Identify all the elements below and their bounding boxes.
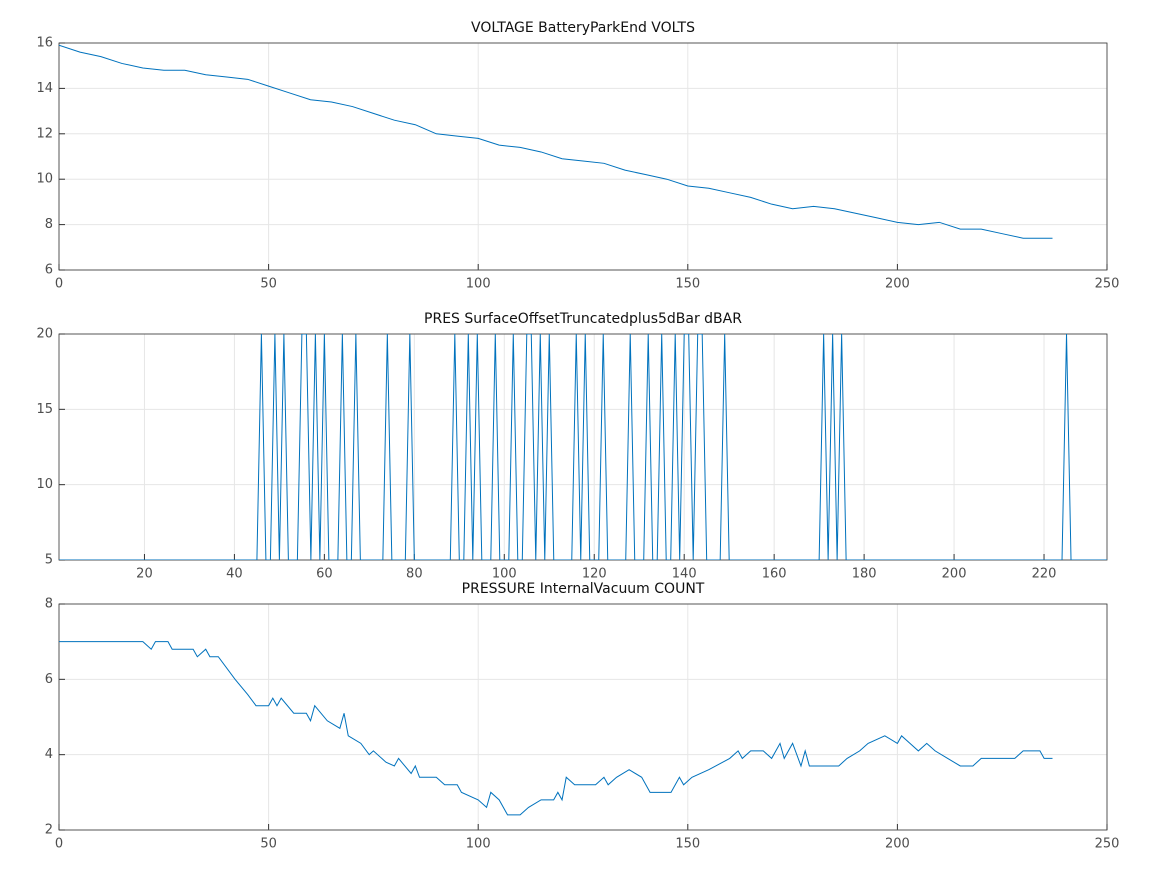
x-tick-label: 0 (55, 277, 63, 292)
data-line (59, 334, 1107, 560)
y-tick-label: 8 (45, 217, 53, 232)
data-line (59, 641, 1053, 816)
x-tick-label: 250 (1095, 277, 1120, 292)
x-tick-label: 20 (136, 567, 153, 582)
x-tick-label: 200 (942, 567, 967, 582)
y-tick-label: 6 (45, 672, 53, 687)
x-tick-label: 100 (466, 277, 491, 292)
y-tick-label: 16 (36, 36, 53, 51)
y-tick-label: 15 (36, 402, 53, 417)
subplot: 0 50 100 150 200 250 2 4 6 8 PRESSURE InternalVacu… (45, 581, 1120, 852)
y-tick-label: 12 (36, 126, 53, 141)
y-tick-label: 10 (36, 477, 53, 492)
y-tick-label: 5 (45, 553, 53, 568)
x-tick-label: 40 (226, 567, 243, 582)
y-tick-label: 2 (45, 823, 53, 838)
x-tick-label: 100 (492, 567, 517, 582)
x-tick-label: 220 (1032, 567, 1057, 582)
x-tick-label: 200 (885, 837, 910, 852)
y-tick-label: 10 (36, 172, 53, 187)
x-tick-label: 140 (672, 567, 697, 582)
x-tick-label: 200 (885, 277, 910, 292)
chart-title: VOLTAGE BatteryParkEnd VOLTS (471, 20, 695, 36)
subplot: 0 50 100 150 200 250 6 8 10 12 14 16 VOLTAGE Battery… (36, 20, 1119, 292)
x-tick-label: 150 (675, 277, 700, 292)
y-tick-label: 6 (45, 263, 53, 278)
x-tick-label: 250 (1095, 837, 1120, 852)
x-tick-label: 80 (406, 567, 423, 582)
x-tick-label: 50 (260, 277, 277, 292)
y-tick-label: 14 (36, 81, 53, 96)
x-tick-label: 150 (675, 837, 700, 852)
x-tick-label: 100 (466, 837, 491, 852)
y-tick-label: 20 (36, 327, 53, 342)
x-tick-label: 120 (582, 567, 607, 582)
chart-title: PRES SurfaceOffsetTruncatedplus5dBar dBA… (424, 311, 742, 327)
subplot: 20 40 60 80 100 120 140 160 180 200 220 5 10 15 20 PRES… (36, 311, 1108, 582)
x-tick-label: 180 (852, 567, 877, 582)
chart-title: PRESSURE InternalVacuum COUNT (462, 581, 705, 597)
axes-frame (58, 42, 1108, 271)
axes-frame (58, 333, 1108, 561)
y-tick-label: 8 (45, 597, 53, 612)
data-line (59, 44, 1053, 239)
x-tick-label: 50 (260, 837, 277, 852)
x-tick-label: 0 (55, 837, 63, 852)
x-tick-label: 160 (762, 567, 787, 582)
x-tick-label: 60 (316, 567, 333, 582)
y-tick-label: 4 (45, 747, 53, 762)
axes-frame (58, 603, 1108, 831)
